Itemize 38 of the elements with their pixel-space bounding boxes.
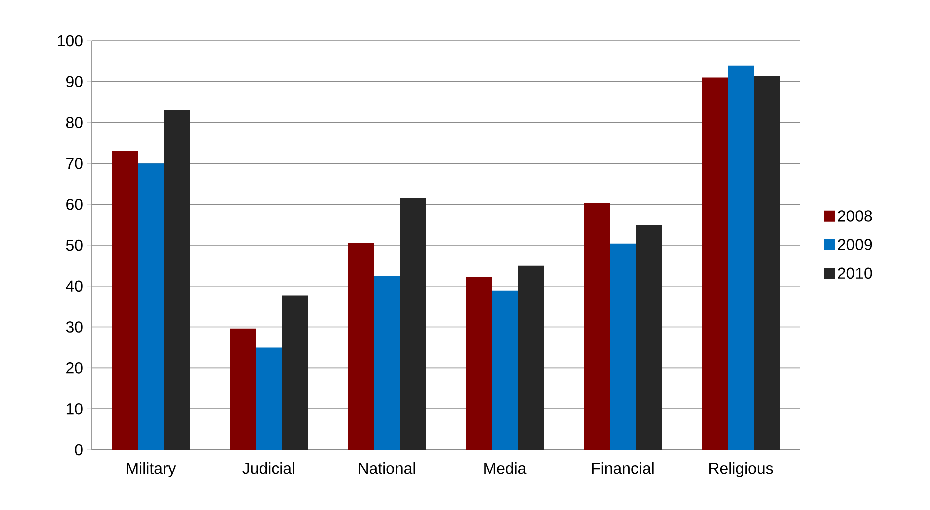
bar xyxy=(164,110,190,450)
bar xyxy=(400,198,426,450)
bar xyxy=(728,66,754,450)
bar xyxy=(374,276,400,450)
bar xyxy=(754,76,780,450)
bar xyxy=(348,243,374,450)
bar xyxy=(138,164,164,450)
bar xyxy=(492,290,518,450)
x-tick-label: Media xyxy=(484,462,527,474)
y-tick-label: 10 xyxy=(66,403,83,415)
bar xyxy=(112,151,138,450)
y-tick-label: 100 xyxy=(58,35,83,47)
bar xyxy=(584,202,610,450)
y-tick-label: 40 xyxy=(66,280,83,292)
y-tick-label: 20 xyxy=(66,362,83,374)
y-tick-label: 80 xyxy=(66,117,83,128)
bar xyxy=(230,328,256,450)
bar xyxy=(702,78,728,450)
bar xyxy=(282,296,308,450)
bar xyxy=(256,348,282,450)
x-tick-label: Judicial xyxy=(242,462,295,474)
x-tick-label: National xyxy=(359,462,416,474)
x-tick-label: Financial xyxy=(592,462,654,474)
y-tick-label: 50 xyxy=(66,240,83,252)
bar xyxy=(610,244,636,450)
y-tick-label: 0 xyxy=(75,444,83,456)
legend-label: 2008 xyxy=(838,210,872,222)
legend-label: 2009 xyxy=(838,239,872,250)
bar xyxy=(636,225,662,450)
y-tick-label: 30 xyxy=(66,322,83,333)
y-tick-label: 70 xyxy=(66,158,83,170)
legend-label: 2010 xyxy=(838,268,872,280)
bar xyxy=(518,266,544,450)
y-tick-label: 90 xyxy=(66,76,83,88)
bar xyxy=(466,276,492,450)
x-tick-label: Military xyxy=(127,462,176,478)
x-tick-label: Religious xyxy=(710,462,774,478)
y-tick-label: 60 xyxy=(66,198,83,210)
